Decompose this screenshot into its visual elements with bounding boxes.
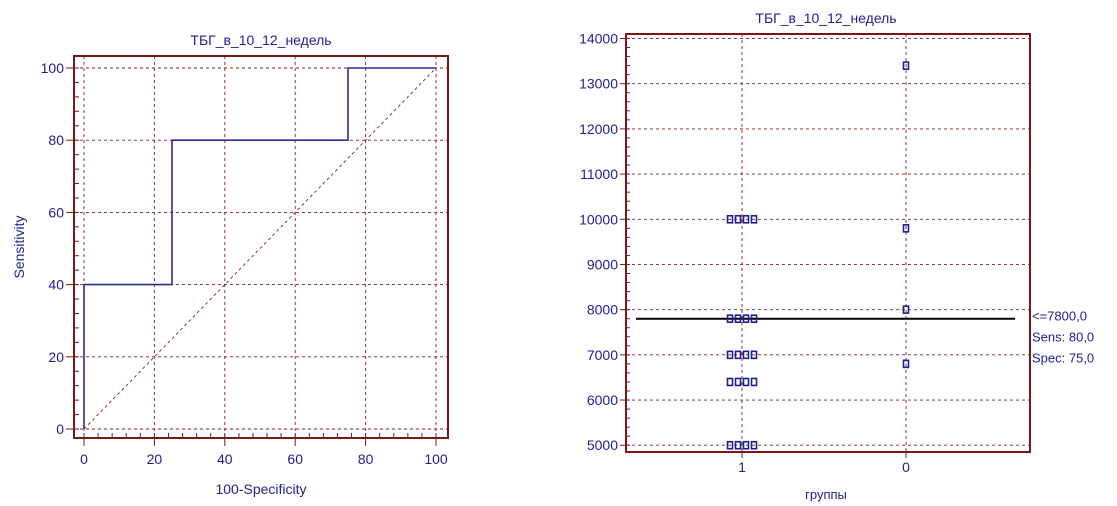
roc-grid — [66, 56, 448, 446]
roc-x-tick-label: 40 — [217, 451, 233, 467]
dot-y-tick-label: 5000 — [587, 437, 618, 453]
dot-x-axis-title: группы — [805, 487, 847, 502]
dot-point — [750, 350, 758, 360]
dot-plot-chart: ТБГ_в_10_12_недель 5000 6000 7000 8000 9000 1… — [579, 10, 1094, 502]
dot-chart-title: ТБГ_в_10_12_недель — [755, 10, 896, 26]
dot-point — [902, 305, 910, 314]
roc-y-tick-label: 60 — [48, 204, 64, 220]
dot-point — [742, 314, 750, 323]
dot-point — [742, 350, 750, 360]
roc-x-tick-label: 20 — [147, 451, 163, 467]
dot-y-tick-label: 13000 — [579, 76, 618, 92]
cutoff-label: <=7800,0 — [1032, 309, 1087, 324]
dot-point — [726, 440, 734, 450]
dot-point — [734, 377, 742, 387]
dot-y-tick-label: 6000 — [587, 392, 618, 408]
dot-point — [726, 314, 734, 323]
cutoff-labels: <=7800,0 Sens: 80,0 Spec: 75,0 — [1032, 309, 1094, 366]
dot-y-tick-label: 8000 — [587, 302, 618, 318]
dot-point — [734, 214, 742, 224]
dot-y-tick-label: 10000 — [579, 211, 618, 227]
roc-x-tick-label: 80 — [358, 451, 374, 467]
roc-chart: ТБГ_в_10_12_недель 0 20 40 60 80 100 0 20 40 60 8… — [11, 32, 449, 497]
roc-y-tick-labels: 0 20 40 60 80 100 — [41, 60, 65, 437]
dot-point — [726, 350, 734, 360]
dot-point — [902, 61, 910, 70]
dot-point — [750, 440, 758, 450]
roc-y-tick-label: 0 — [56, 421, 64, 437]
roc-y-tick-label: 40 — [48, 277, 64, 293]
dot-category-label: 0 — [902, 459, 910, 475]
dot-point — [750, 314, 758, 323]
dot-point — [734, 314, 742, 323]
dot-point — [742, 440, 750, 450]
dot-category-label: 1 — [738, 459, 746, 475]
dot-point — [726, 377, 734, 387]
roc-plot-frame — [73, 55, 449, 439]
dot-point — [750, 214, 758, 224]
roc-y-tick-label: 100 — [41, 60, 65, 76]
dot-y-tick-label: 14000 — [579, 31, 618, 47]
roc-y-tick-label: 20 — [48, 349, 64, 365]
dot-point — [742, 214, 750, 224]
roc-x-tick-label: 100 — [424, 451, 448, 467]
roc-chart-title: ТБГ_в_10_12_недель — [190, 32, 331, 48]
roc-x-tick-labels: 0 20 40 60 80 100 — [80, 451, 448, 467]
roc-y-tick-label: 80 — [48, 132, 64, 148]
dot-y-tick-label: 7000 — [587, 347, 618, 363]
roc-reference-line — [83, 67, 437, 430]
cutoff-label: Spec: 75,0 — [1032, 351, 1094, 366]
roc-curve — [83, 67, 436, 429]
dot-point — [742, 377, 750, 387]
dot-point — [734, 440, 742, 450]
dot-point — [902, 359, 910, 369]
roc-y-axis-title: Sensitivity — [11, 215, 27, 278]
dot-point — [750, 377, 758, 387]
dot-plot-frame — [625, 33, 1031, 453]
dot-grid — [620, 34, 1030, 458]
dot-y-tick-label: 9000 — [587, 256, 618, 272]
roc-x-axis-title: 100-Specificity — [215, 481, 306, 497]
dot-y-tick-label: 11000 — [580, 166, 618, 182]
roc-x-tick-label: 0 — [80, 451, 88, 467]
dot-point — [734, 350, 742, 360]
dot-y-tick-label: 12000 — [579, 121, 618, 137]
dot-y-tick-labels: 5000 6000 7000 8000 9000 10000 11000 12000 13000… — [579, 31, 618, 454]
dot-point — [726, 214, 734, 224]
dot-points — [726, 61, 910, 450]
roc-x-tick-label: 60 — [287, 451, 303, 467]
cutoff-label: Sens: 80,0 — [1032, 330, 1094, 345]
dot-point — [902, 224, 910, 233]
